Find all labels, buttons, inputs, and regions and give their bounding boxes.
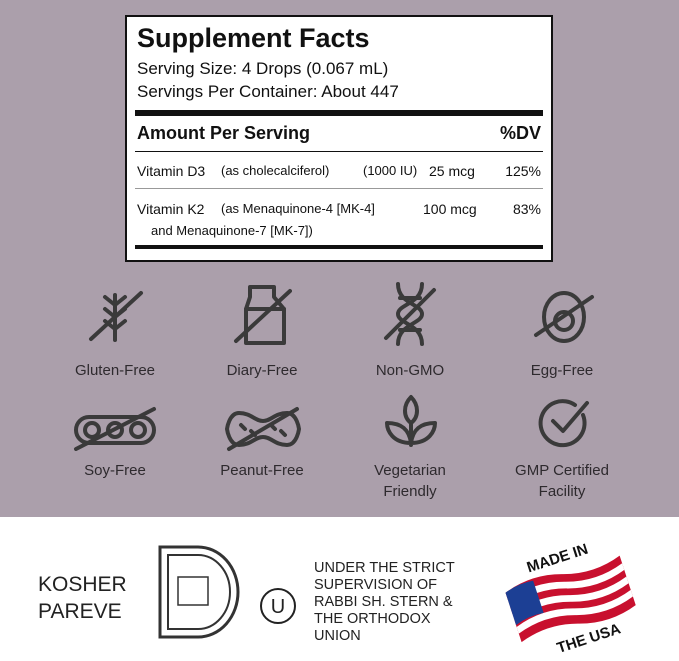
badge-label: Diary-Free (226, 362, 298, 379)
rule (135, 151, 543, 152)
badge-label: Non-GMO (375, 362, 445, 379)
amount-header: Amount Per Serving (137, 123, 311, 143)
kosher-label: PAREVE (38, 600, 122, 623)
nutrient-dv: 83% (512, 201, 541, 217)
badge-label: GMP Certified (515, 462, 609, 479)
kosher-symbol (158, 545, 240, 639)
supervision-line: THE ORTHODOX (314, 611, 431, 627)
nutrient-detail: (1000 IU) (363, 163, 418, 178)
serving-size: Serving Size: 4 Drops (0.067 mL) (137, 59, 389, 78)
peanut-icon (225, 407, 301, 451)
leaf-icon (385, 395, 437, 447)
dv-header: %DV (499, 123, 541, 143)
badge-label: Gluten-Free (74, 362, 156, 379)
rule (135, 110, 543, 116)
supervision-line: UNDER THE STRICT (314, 560, 455, 576)
gmo-icon (384, 282, 436, 346)
nutrient-dv: 125% (505, 163, 541, 179)
badge-label: Soy-Free (84, 462, 146, 479)
rule (135, 188, 543, 189)
ou-letter: U (271, 596, 285, 618)
dairy-icon (234, 285, 292, 345)
made-in-usa-badge: MADE IN THE USA (505, 541, 636, 657)
badge-top: MADE IN (525, 541, 590, 577)
check-icon (538, 399, 589, 448)
supervision-line: UNION (314, 628, 361, 644)
badge-label: Friendly (383, 483, 437, 500)
egg-icon (534, 291, 594, 343)
supervision-line: SUPERVISION OF (314, 577, 438, 593)
badge-bottom: THE USA (555, 620, 623, 657)
kosher-label: KOSHER (38, 573, 127, 596)
badge-label: Egg-Free (530, 362, 594, 379)
nutrient-name: Vitamin K2 (137, 201, 205, 217)
servings-per-container: Servings Per Container: About 447 (137, 82, 399, 101)
badge-label: Facility (538, 483, 586, 500)
nutrient-detail: and Menaquinone-7 [MK-7]) (151, 223, 313, 238)
facts-title: Supplement Facts (137, 23, 370, 53)
badge-label: Peanut-Free (220, 462, 304, 479)
nutrient-detail: (as cholecalciferol) (221, 163, 330, 178)
nutrient-amount: 25 mcg (429, 163, 475, 179)
nutrient-amount: 100 mcg (423, 201, 477, 217)
ou-symbol: U (260, 588, 296, 624)
supplement-facts: Supplement Facts Serving Size: 4 Drops (… (125, 15, 553, 262)
rule (135, 245, 543, 249)
gluten-icon (89, 291, 143, 342)
nutrient-name: Vitamin D3 (137, 163, 206, 179)
soy-icon (74, 407, 156, 451)
supervision-line: RABBI SH. STERN & (314, 594, 453, 610)
badge-label: Vegetarian (374, 462, 446, 479)
nutrient-detail: (as Menaquinone-4 [MK-4] (221, 201, 375, 216)
